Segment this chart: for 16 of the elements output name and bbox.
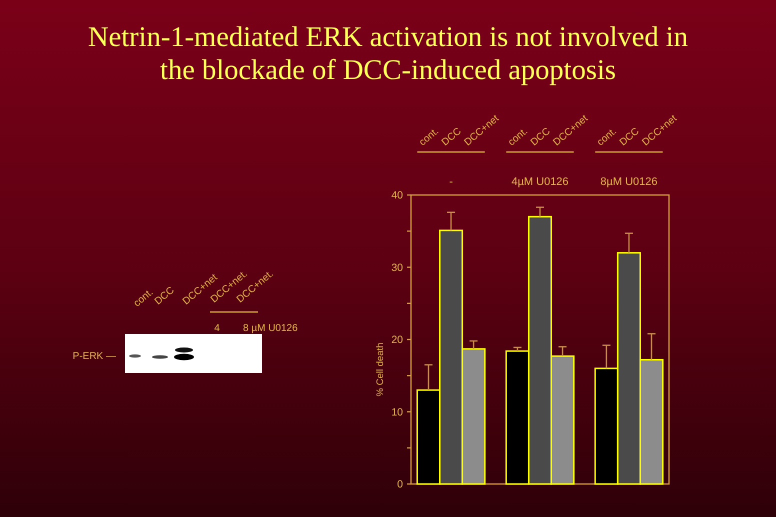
y-axis-title: % Cell death	[375, 342, 386, 396]
y-tick-label: 0	[397, 478, 404, 491]
y-tick-label: 40	[391, 190, 404, 202]
text: P-ERK —	[72, 351, 116, 362]
y-tick-label: 30	[391, 262, 404, 274]
text: -	[449, 176, 454, 188]
x-tick-label: cont.	[506, 126, 530, 148]
text: 4	[214, 323, 220, 334]
text: 4µM U0126	[511, 176, 569, 188]
x-tick-label: cont.	[595, 126, 619, 148]
text: 8µM U0126	[600, 176, 658, 188]
y-tick-label: 10	[391, 406, 404, 418]
x-tick-label: cont.	[417, 126, 442, 148]
y-tick-label: 20	[391, 334, 404, 346]
text: 8 µM U0126	[243, 323, 298, 334]
chart-title: Netrin-1-mediated ERK activation is not involved in the blockade of DCC-induced apoptosis	[88, 22, 688, 86]
